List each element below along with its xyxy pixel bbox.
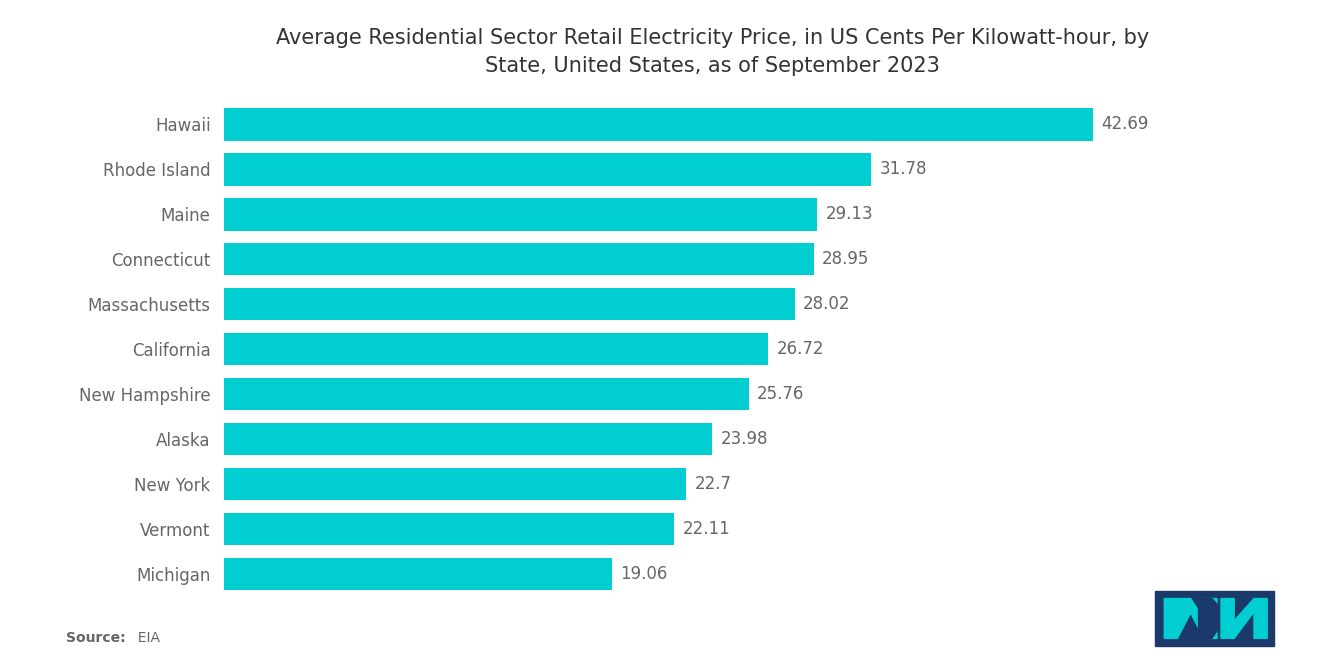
- Text: 29.13: 29.13: [825, 205, 873, 223]
- Bar: [224, 288, 795, 321]
- Text: 28.95: 28.95: [821, 250, 869, 268]
- Bar: [224, 333, 768, 365]
- Polygon shape: [1155, 591, 1274, 646]
- Title: Average Residential Sector Retail Electricity Price, in US Cents Per Kilowatt-ho: Average Residential Sector Retail Electr…: [276, 28, 1150, 76]
- Text: 28.02: 28.02: [803, 295, 850, 313]
- Bar: [224, 153, 871, 186]
- Bar: [224, 198, 817, 231]
- Bar: [224, 243, 813, 275]
- Polygon shape: [1221, 598, 1267, 638]
- Bar: [224, 467, 686, 500]
- Text: 19.06: 19.06: [620, 565, 668, 583]
- Text: 26.72: 26.72: [776, 340, 824, 358]
- Text: 22.7: 22.7: [694, 475, 731, 493]
- Bar: [224, 378, 748, 410]
- Bar: [224, 108, 1093, 140]
- Bar: [224, 558, 612, 590]
- Text: Source:: Source:: [66, 631, 125, 645]
- Bar: [224, 513, 675, 545]
- Bar: [224, 423, 713, 455]
- Text: 42.69: 42.69: [1101, 116, 1148, 134]
- Polygon shape: [1199, 598, 1243, 638]
- Text: 25.76: 25.76: [756, 385, 804, 403]
- Text: EIA: EIA: [129, 631, 160, 645]
- Text: 31.78: 31.78: [879, 160, 927, 178]
- Text: 23.98: 23.98: [721, 430, 768, 448]
- Polygon shape: [1164, 598, 1217, 638]
- Text: 22.11: 22.11: [682, 520, 730, 538]
